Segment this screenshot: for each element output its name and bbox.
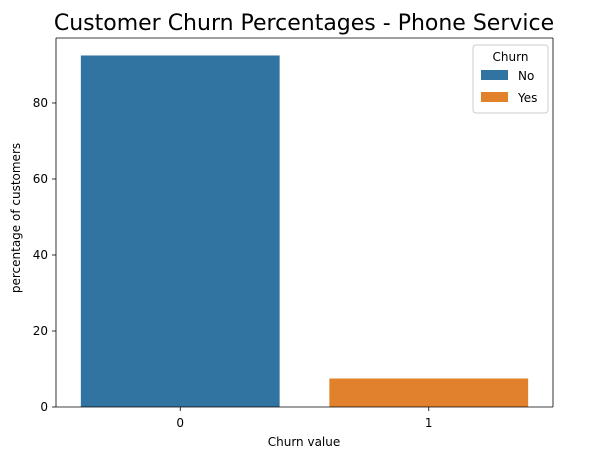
y-tick-label: 60 <box>33 172 48 186</box>
bar-no <box>80 55 280 407</box>
y-tick-label: 0 <box>40 400 48 414</box>
legend-title: Churn <box>493 50 529 64</box>
chart-title: Customer Churn Percentages - Phone Servi… <box>54 11 554 36</box>
plot-area: 0 20 40 60 80 0 1 <box>33 37 554 430</box>
legend-swatch-yes <box>481 92 508 102</box>
x-tick-label: 0 <box>176 416 184 430</box>
legend-label-yes: Yes <box>517 91 537 105</box>
x-tick-label: 1 <box>425 416 433 430</box>
legend: Churn No Yes <box>472 44 549 114</box>
y-tick-label: 80 <box>33 96 48 110</box>
legend-label-no: No <box>518 69 534 83</box>
y-axis-label: percentage of customers <box>9 143 23 293</box>
x-axis-label: Churn value <box>268 435 341 449</box>
bar-yes <box>329 378 529 407</box>
y-tick-label: 40 <box>33 248 48 262</box>
legend-swatch-no <box>481 70 508 80</box>
y-tick-label: 20 <box>33 324 48 338</box>
